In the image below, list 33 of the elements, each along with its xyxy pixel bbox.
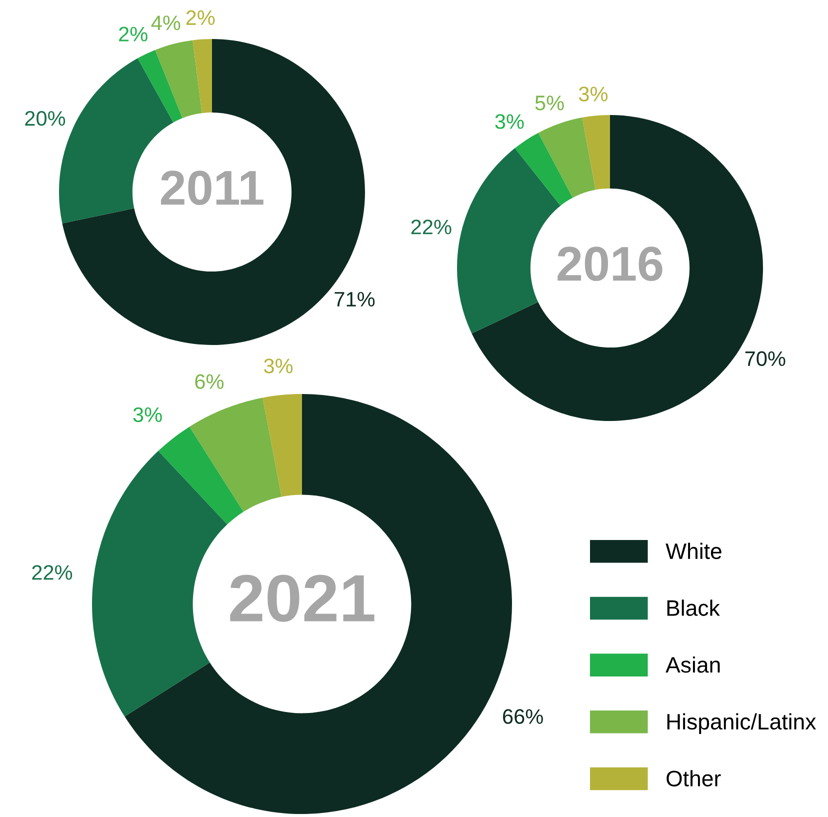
text: 2016 (558, 246, 662, 282)
text: 2011 (160, 170, 264, 206)
text: 2021 (230, 574, 374, 622)
legend-label: Asian (666, 656, 720, 673)
donut-slice (92, 450, 228, 717)
donut-slice (582, 115, 610, 190)
donut-slice (189, 398, 282, 512)
data-label: 2% (119, 26, 148, 42)
data-label: 66% (503, 709, 543, 724)
donut-slice (158, 426, 244, 524)
data-label: 22% (32, 565, 72, 580)
data-label: 3% (578, 86, 608, 102)
legend-label: White (666, 542, 722, 560)
legend-label: Hispanic/Latinx (667, 713, 816, 734)
donut-slice (262, 394, 302, 497)
data-label: 22% (411, 220, 452, 234)
donut-slice (138, 50, 182, 122)
data-label: 20% (25, 111, 66, 126)
data-label: 2% (186, 10, 215, 25)
data-label: 3% (264, 358, 293, 374)
donut-slice (192, 39, 212, 114)
data-label: 3% (495, 114, 524, 129)
donut-slice (514, 132, 573, 206)
legend-label: Other (666, 770, 721, 786)
data-label: 5% (535, 96, 564, 110)
donut-slice (538, 118, 596, 198)
data-label: 4% (151, 16, 180, 30)
legend-label: Black (667, 600, 720, 616)
data-label: 71% (334, 292, 375, 307)
data-label: 6% (195, 374, 224, 389)
data-label: 70% (745, 351, 786, 366)
donut-slice (155, 40, 202, 118)
data-label: 3% (133, 407, 162, 422)
